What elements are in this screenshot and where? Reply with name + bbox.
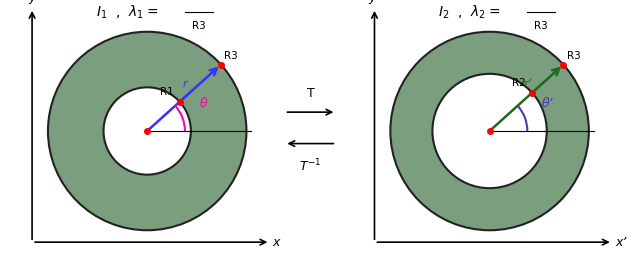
Text: r: r (183, 79, 188, 89)
Text: $T^{-1}$: $T^{-1}$ (299, 158, 322, 174)
Text: R1: R1 (192, 0, 205, 2)
Text: R2: R2 (534, 0, 548, 2)
Text: x: x (273, 236, 280, 249)
Text: $I_2$  ,  $\lambda_2$$=$: $I_2$ , $\lambda_2$$=$ (438, 3, 500, 21)
Text: R3: R3 (534, 21, 548, 31)
Text: R1: R1 (159, 87, 173, 97)
Circle shape (390, 32, 589, 230)
Text: R3: R3 (566, 51, 580, 61)
Text: x’: x’ (615, 236, 627, 249)
Text: r’: r’ (524, 79, 532, 89)
Text: R3: R3 (192, 21, 205, 31)
Text: y: y (28, 0, 36, 4)
Text: y’: y’ (369, 0, 380, 4)
Circle shape (433, 74, 547, 188)
Text: $I_1$  ,  $\lambda_1$$=$: $I_1$ , $\lambda_1$$=$ (95, 3, 158, 21)
Text: T: T (307, 86, 314, 100)
Circle shape (48, 32, 246, 230)
Circle shape (104, 87, 191, 175)
Text: R3: R3 (224, 51, 238, 61)
Text: θ’: θ’ (542, 96, 554, 110)
Text: θ: θ (200, 96, 207, 110)
Text: R2: R2 (512, 78, 525, 88)
